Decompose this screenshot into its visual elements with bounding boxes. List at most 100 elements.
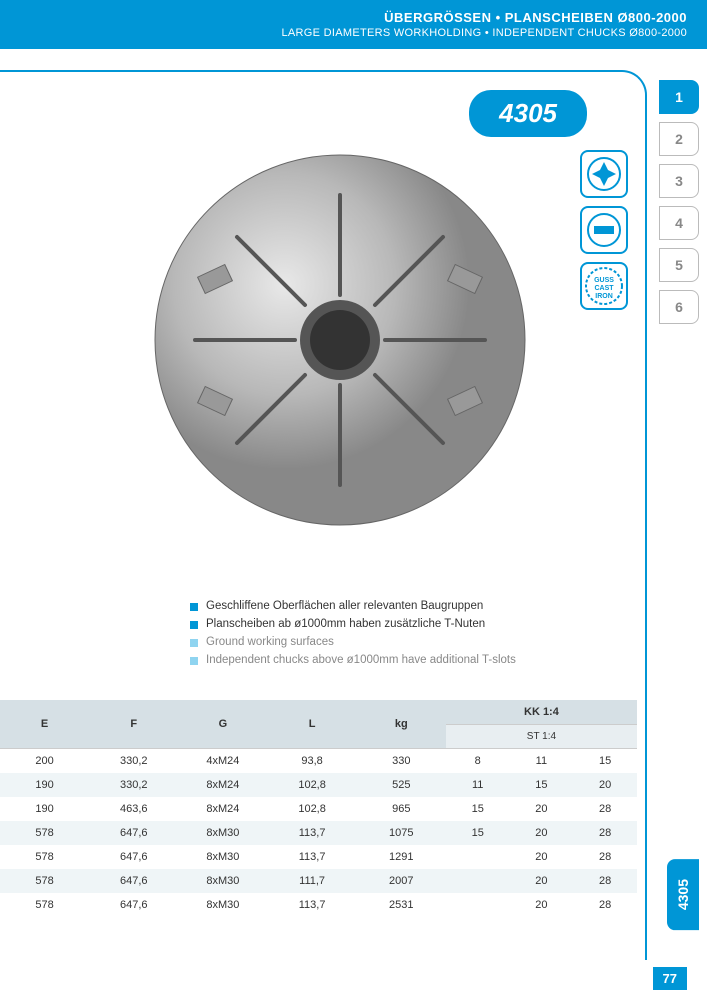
- bullet-item: Independent chucks above ø1000mm have ad…: [190, 654, 617, 666]
- table-cell: 113,7: [268, 845, 357, 869]
- table-cell: 525: [357, 773, 446, 797]
- col-header: L: [268, 700, 357, 749]
- table-cell: 578: [0, 869, 89, 893]
- table-cell: 200: [0, 749, 89, 774]
- side-tab-2[interactable]: 2: [659, 122, 699, 156]
- table-cell: 113,7: [268, 821, 357, 845]
- table-row: 190330,28xM24102,8525111520: [0, 773, 637, 797]
- side-tab-5[interactable]: 5: [659, 248, 699, 282]
- table-cell: 578: [0, 821, 89, 845]
- table-cell: 1291: [357, 845, 446, 869]
- cast-iron-icon: GUSSCASTIRON: [580, 262, 628, 310]
- table-row: 578647,68xM30111,72007 2028: [0, 869, 637, 893]
- svg-text:IRON: IRON: [595, 293, 613, 300]
- table-cell: 8xM30: [178, 893, 267, 917]
- table-row: 578647,68xM30113,725312028: [0, 893, 637, 917]
- table-cell: 2007: [357, 869, 446, 893]
- table-cell: 111,7: [268, 869, 357, 893]
- side-tab-4[interactable]: 4: [659, 206, 699, 240]
- table-cell: 28: [573, 869, 637, 893]
- svg-text:GUSS: GUSS: [594, 277, 614, 284]
- table-cell: 8: [446, 749, 510, 774]
- table-row: 200330,24xM2493,833081115: [0, 749, 637, 774]
- table-cell: 8xM30: [178, 845, 267, 869]
- table-cell: 578: [0, 893, 89, 917]
- bullet-square-icon: [190, 639, 198, 647]
- table-cell: [446, 845, 510, 869]
- table-cell: 20: [510, 893, 574, 917]
- table-cell: 15: [446, 797, 510, 821]
- table-cell: 8xM24: [178, 797, 267, 821]
- bullet-text: Ground working surfaces: [206, 636, 334, 648]
- table-cell: [446, 869, 510, 893]
- table-cell: 8xM24: [178, 773, 267, 797]
- table-cell: 28: [573, 893, 637, 917]
- table-cell: 647,6: [89, 821, 178, 845]
- table-cell: 28: [573, 797, 637, 821]
- header-title-en: LARGE DIAMETERS WORKHOLDING • INDEPENDEN…: [10, 27, 687, 39]
- table-cell: 20: [510, 869, 574, 893]
- header-title-de: ÜBERGRÖSSEN • PLANSCHEIBEN Ø800-2000: [10, 10, 687, 25]
- spec-table: E F G L kg KK 1:4 ST 1:4 200330,24xM2493…: [0, 700, 637, 917]
- table-cell: 20: [510, 821, 574, 845]
- side-tab-3[interactable]: 3: [659, 164, 699, 198]
- table-cell: 20: [510, 845, 574, 869]
- bullet-item: Ground working surfaces: [190, 636, 617, 648]
- table-cell: 330,2: [89, 773, 178, 797]
- col-header: kg: [357, 700, 446, 749]
- side-tab-6[interactable]: 6: [659, 290, 699, 324]
- col-header-kk: KK 1:4: [446, 700, 637, 725]
- table-cell: 11: [446, 773, 510, 797]
- table-cell: 647,6: [89, 845, 178, 869]
- table-cell: 113,7: [268, 893, 357, 917]
- side-tab-1[interactable]: 1: [659, 80, 699, 114]
- bullet-item: Geschliffene Oberflächen aller relevante…: [190, 600, 617, 612]
- table-cell: 647,6: [89, 893, 178, 917]
- col-subheader-st: ST 1:4: [446, 725, 637, 749]
- four-jaw-icon: [580, 150, 628, 198]
- side-tabs: 1 2 3 4 5 6: [659, 80, 699, 332]
- col-header: G: [178, 700, 267, 749]
- table-cell: 463,6: [89, 797, 178, 821]
- bullet-item: Planscheiben ab ø1000mm haben zusätzlich…: [190, 618, 617, 630]
- page-header: ÜBERGRÖSSEN • PLANSCHEIBEN Ø800-2000 LAR…: [0, 0, 707, 49]
- table-cell: 8xM30: [178, 869, 267, 893]
- bullet-square-icon: [190, 603, 198, 611]
- table-cell: 20: [573, 773, 637, 797]
- table-cell: 190: [0, 797, 89, 821]
- table-cell: 1075: [357, 821, 446, 845]
- bullet-square-icon: [190, 621, 198, 629]
- feature-bullets: Geschliffene Oberflächen aller relevante…: [190, 600, 617, 672]
- bullet-text: Independent chucks above ø1000mm have ad…: [206, 654, 516, 666]
- product-image: [140, 140, 540, 540]
- bullet-text: Planscheiben ab ø1000mm haben zusätzlich…: [206, 618, 485, 630]
- table-cell: 102,8: [268, 797, 357, 821]
- table-cell: 102,8: [268, 773, 357, 797]
- side-product-label: 4305: [667, 859, 699, 930]
- slot-icon: [580, 206, 628, 254]
- product-code-badge: 4305: [469, 90, 587, 137]
- table-cell: 647,6: [89, 869, 178, 893]
- table-row: 190463,68xM24102,8965152028: [0, 797, 637, 821]
- table-cell: 330: [357, 749, 446, 774]
- col-header: E: [0, 700, 89, 749]
- page-number: 77: [653, 967, 687, 990]
- table-cell: 190: [0, 773, 89, 797]
- table-cell: 11: [510, 749, 574, 774]
- table-cell: 8xM30: [178, 821, 267, 845]
- table-row: 578647,68xM30113,71075152028: [0, 821, 637, 845]
- bullet-square-icon: [190, 657, 198, 665]
- table-cell: 4xM24: [178, 749, 267, 774]
- table-cell: [446, 893, 510, 917]
- table-cell: 15: [573, 749, 637, 774]
- table-cell: 28: [573, 845, 637, 869]
- table-cell: 965: [357, 797, 446, 821]
- col-header: F: [89, 700, 178, 749]
- table-cell: 93,8: [268, 749, 357, 774]
- table-cell: 28: [573, 821, 637, 845]
- table-cell: 15: [510, 773, 574, 797]
- table-cell: 578: [0, 845, 89, 869]
- table-cell: 15: [446, 821, 510, 845]
- table-cell: 330,2: [89, 749, 178, 774]
- table-cell: 20: [510, 797, 574, 821]
